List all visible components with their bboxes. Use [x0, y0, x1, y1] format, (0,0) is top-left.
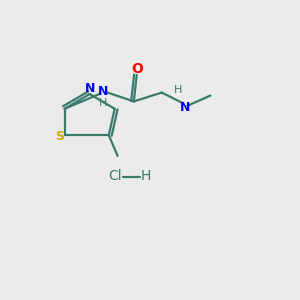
Text: N: N: [98, 85, 108, 98]
Text: Cl: Cl: [108, 169, 122, 184]
Text: H: H: [174, 85, 182, 94]
Text: S: S: [55, 130, 64, 143]
Text: O: O: [131, 62, 143, 76]
Text: N: N: [85, 82, 95, 95]
Text: N: N: [180, 101, 190, 114]
Text: H: H: [99, 98, 107, 108]
Text: H: H: [140, 169, 151, 184]
